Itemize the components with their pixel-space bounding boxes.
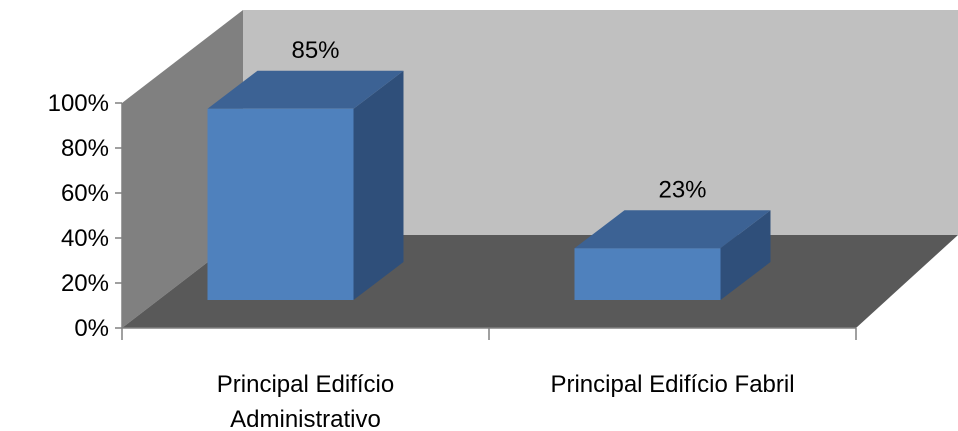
y-ticks: 0% 20% 40% 60% 80% 100% (48, 90, 122, 342)
bar (574, 210, 771, 300)
y-tick-label: 80% (61, 135, 109, 162)
bar (207, 70, 404, 300)
y-tick-label: 40% (61, 225, 109, 252)
y-tick-label: 0% (74, 315, 109, 342)
data-label: 85% (291, 37, 339, 64)
y-tick-label: 20% (61, 270, 109, 297)
y-tick-label: 60% (61, 180, 109, 207)
bar-side (720, 210, 771, 300)
category-labels: Principal Edifício Administrativo Principa… (217, 371, 795, 431)
bar-front (207, 108, 354, 300)
bar-top (574, 210, 771, 249)
y-axis: 0% 20% 40% 60% 80% 100% (48, 90, 123, 342)
data-label: 23% (658, 176, 706, 203)
bar-top (207, 70, 404, 109)
data-labels: 85% 23% (291, 37, 706, 204)
category-label: Principal Edifício Fabril (550, 371, 794, 398)
bar-side (353, 70, 404, 300)
bar-front (574, 248, 721, 300)
x-ticks (121, 328, 857, 340)
y-tick-label: 100% (48, 90, 109, 117)
bars (207, 70, 771, 300)
category-label: Principal Edifício Administrativo (217, 371, 394, 431)
x-axis: Principal Edifício Administrativo Principa… (121, 327, 857, 431)
back-wall (243, 10, 958, 235)
